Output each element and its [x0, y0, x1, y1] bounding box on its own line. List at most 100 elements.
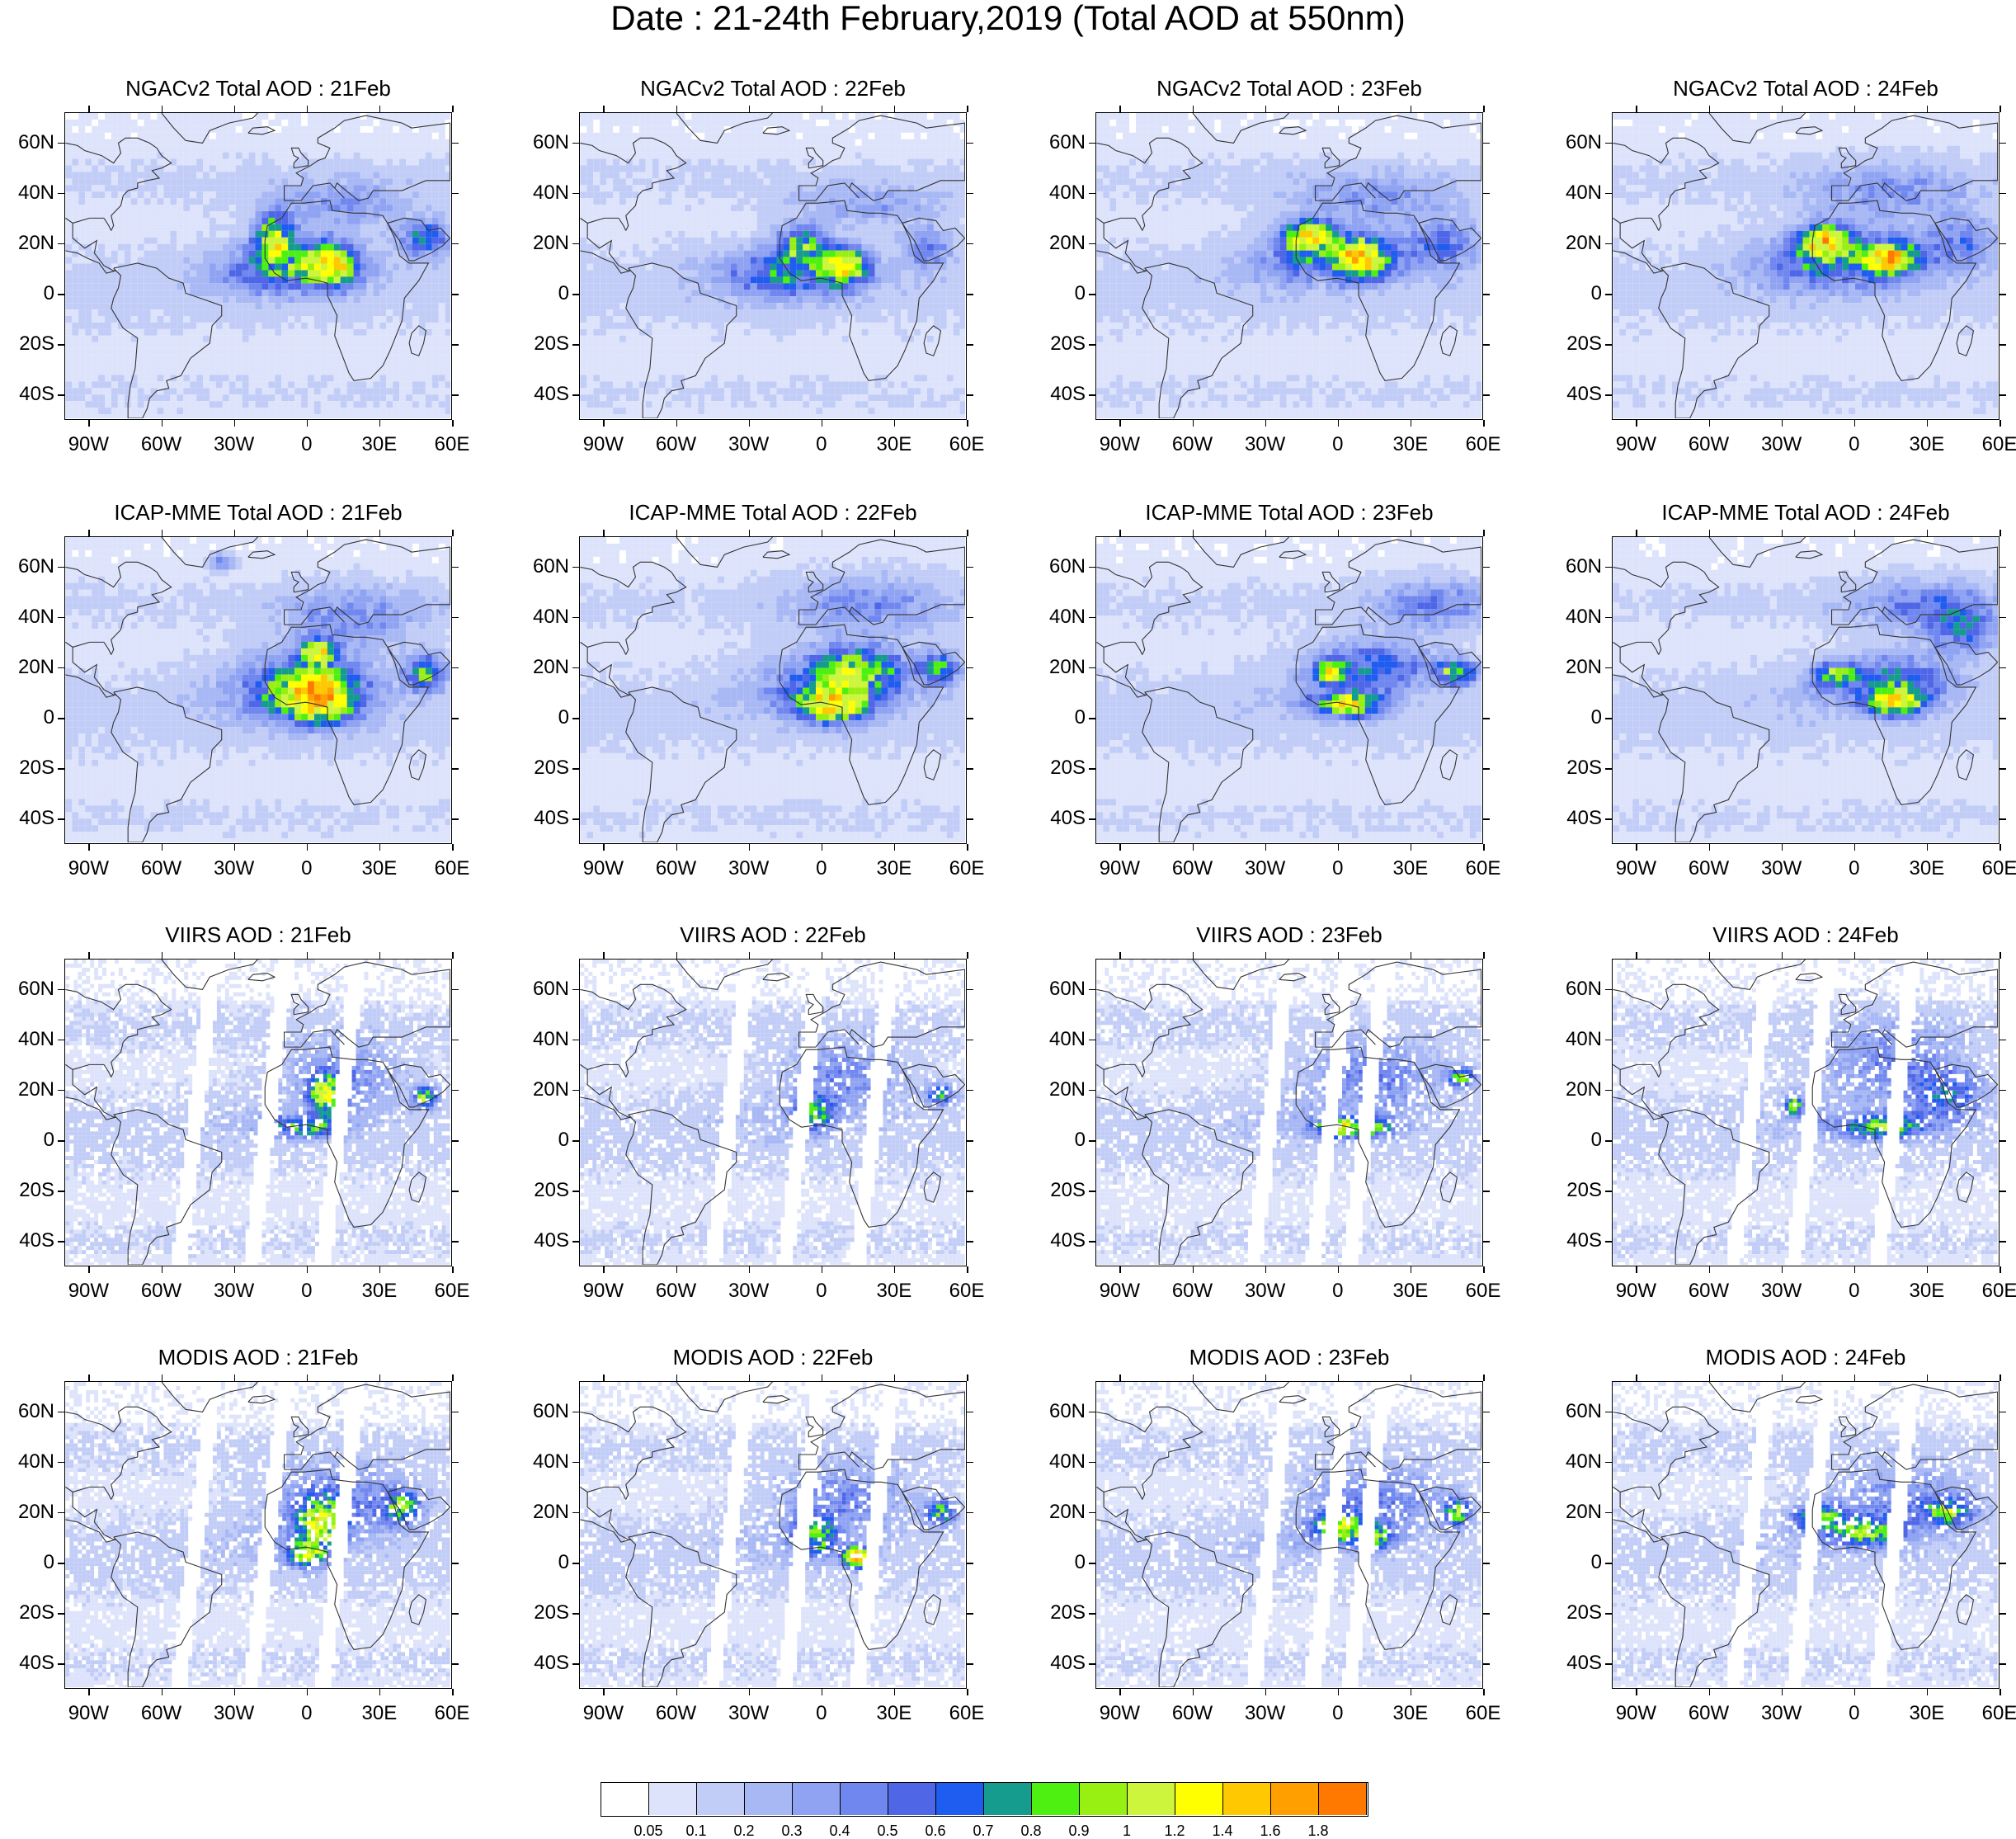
lat-tick-label: 0 [0, 1130, 54, 1150]
lat-tick [2000, 193, 2006, 195]
lon-tick-label: 30W [716, 859, 782, 879]
lon-tick-label: 60E [1967, 1281, 2016, 1301]
lat-tick-label: 20N [511, 1502, 569, 1522]
lon-tick [162, 530, 163, 536]
aod-map-svg [580, 960, 965, 1265]
lat-tick [1483, 1140, 1490, 1142]
lon-tick [1636, 420, 1637, 427]
lon-tick-label: 30E [346, 1704, 412, 1723]
lat-tick [1605, 243, 1612, 245]
lon-tick [1411, 106, 1412, 112]
lat-tick [1483, 243, 1490, 245]
lon-tick-label: 60E [1967, 1704, 2016, 1723]
lat-tick-label: 60N [0, 979, 54, 999]
lon-tick [452, 952, 454, 959]
lat-tick-label: 0 [0, 1553, 54, 1573]
lon-tick [1483, 106, 1485, 112]
lon-tick [1709, 1266, 1711, 1273]
lon-tick-label: 30E [1894, 859, 1960, 879]
colorbar-box [936, 1783, 984, 1815]
lat-tick [572, 617, 579, 619]
lat-tick-label: 40S [0, 1653, 54, 1673]
lat-tick [452, 567, 459, 568]
lon-tick [822, 1266, 823, 1273]
aod-field [1613, 960, 1997, 1265]
lon-tick [234, 952, 236, 959]
colorbar-label: 0.3 [767, 1823, 817, 1838]
lon-tick [162, 420, 163, 427]
lon-tick-label: 0 [1305, 859, 1371, 879]
lon-tick [1782, 106, 1783, 112]
lon-tick-label: 30E [1894, 435, 1960, 455]
lat-tick [452, 1412, 459, 1413]
lat-tick [1089, 143, 1095, 144]
lat-tick [1605, 617, 1612, 619]
lon-tick-label: 60W [1160, 1281, 1226, 1301]
lon-tick [1483, 1266, 1485, 1273]
lon-tick [1709, 844, 1711, 851]
lon-tick [2000, 1689, 2001, 1695]
lat-tick-label: 20S [1544, 1181, 1602, 1200]
lon-tick-label: 60E [934, 1281, 1000, 1301]
lon-tick-label: 0 [274, 435, 340, 455]
lat-tick-label: 40S [1544, 809, 1602, 828]
lon-tick [452, 106, 454, 112]
lon-tick [1709, 420, 1711, 427]
map-area [1095, 536, 1483, 844]
lon-tick [1854, 1689, 1856, 1695]
lat-tick-label: 40N [1544, 1452, 1602, 1472]
lon-tick [162, 106, 163, 112]
lat-tick-label: 20S [0, 1603, 54, 1623]
aod-field [65, 113, 450, 418]
lat-tick [1089, 1241, 1095, 1243]
colorbar-strip [601, 1782, 1368, 1817]
lon-tick [1782, 844, 1783, 851]
lon-tick-label: 90W [1603, 435, 1669, 455]
lon-tick [1193, 952, 1194, 959]
lon-tick [1265, 952, 1267, 959]
lon-tick [603, 1375, 605, 1381]
lon-tick [1119, 844, 1121, 851]
lon-tick [1927, 952, 1929, 959]
lat-tick [1605, 989, 1612, 991]
lon-tick-label: 60W [1160, 859, 1226, 879]
lat-tick [1089, 1412, 1095, 1413]
lon-tick [1338, 420, 1340, 427]
lon-tick [1265, 420, 1267, 427]
lon-tick-label: 0 [1305, 435, 1371, 455]
lon-tick [234, 1266, 236, 1273]
lat-tick [58, 344, 64, 346]
lon-tick-label: 0 [274, 1704, 340, 1723]
lat-tick-label: 60N [511, 1402, 569, 1422]
lat-tick-label: 20N [1028, 1080, 1086, 1100]
lat-tick-label: 40N [0, 183, 54, 203]
lon-tick [1483, 1375, 1485, 1381]
lon-tick [1193, 1375, 1194, 1381]
lon-tick-label: 60E [419, 1281, 485, 1301]
lat-tick [452, 617, 459, 619]
lat-tick [452, 1563, 459, 1564]
lon-tick-label: 30E [1894, 1281, 1960, 1301]
lon-tick [1927, 1266, 1929, 1273]
lon-tick-label: 30E [1894, 1704, 1960, 1723]
lon-tick [1411, 844, 1412, 851]
lat-tick-label: 40N [1028, 183, 1086, 203]
lat-tick [1089, 667, 1095, 669]
lat-tick-label: 60N [1544, 1402, 1602, 1422]
lat-tick [452, 768, 459, 770]
lat-tick [1605, 1140, 1612, 1142]
aod-map-svg [580, 1382, 965, 1687]
map-area [1095, 1381, 1483, 1689]
lat-tick [58, 989, 64, 991]
lat-tick-label: 40N [1544, 183, 1602, 203]
lon-tick [603, 952, 605, 959]
lat-tick [1089, 718, 1095, 719]
lon-tick [88, 1689, 90, 1695]
lon-tick [822, 530, 823, 536]
lon-tick [603, 106, 605, 112]
aod-field [1613, 537, 1998, 842]
aod-map-svg [1613, 113, 1998, 418]
lon-tick [894, 1266, 896, 1273]
map-panel: MODIS AOD : 23Feb 60N 40N 20N 0 20S 40S 90W 60W 3… [1095, 1381, 1483, 1689]
lon-tick [1338, 844, 1340, 851]
